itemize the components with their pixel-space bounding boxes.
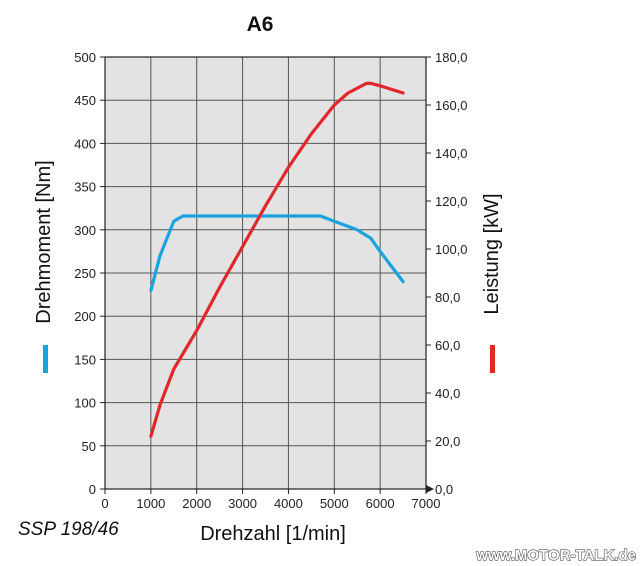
x-axis-title: Drehzahl [1/min] (200, 523, 346, 545)
y-right-tick-label: 60,0 (435, 338, 460, 353)
y-right-tick-label: 140,0 (435, 146, 468, 161)
y-right-tick-label: 120,0 (435, 194, 468, 209)
y-left-tick-label: 150 (74, 352, 96, 367)
x-tick-label: 2000 (182, 496, 211, 511)
y-left-tick-label: 350 (74, 180, 96, 195)
chart-title: A6 (247, 13, 274, 36)
y-right-tick-label: 0,0 (435, 482, 453, 497)
y-left-tick-label: 200 (74, 309, 96, 324)
x-tick-label: 3000 (228, 496, 257, 511)
x-tick-label: 6000 (366, 496, 395, 511)
y-left-tick-label: 250 (74, 266, 96, 281)
y-right-tick-label: 160,0 (435, 98, 468, 113)
watermark: www.MOTOR-TALK.de (475, 547, 636, 564)
y-left-tick-label: 450 (74, 93, 96, 108)
power-legend-marker (490, 345, 495, 373)
source-label: SSP 198/46 (18, 519, 119, 540)
x-tick-label: 7000 (412, 496, 441, 511)
torque-series-line (149, 214, 405, 292)
x-tick-label: 5000 (320, 496, 349, 511)
y-right-tick-label: 40,0 (435, 386, 460, 401)
y-right-tick-label: 100,0 (435, 242, 468, 257)
y-right-axis-title: Leistung [kW] (481, 193, 503, 314)
y-left-axis-title: Drehmoment [Nm] (33, 160, 55, 323)
x-tick-label: 4000 (274, 496, 303, 511)
torque-legend-marker (43, 345, 48, 373)
y-left-tick-label: 400 (74, 136, 96, 151)
y-left-tick-label: 0 (89, 482, 96, 497)
x-tick-label: 1000 (136, 496, 165, 511)
axes: 0 1000 2000 3000 4000 5000 6000 7000 0 50 100 150 20… (74, 50, 467, 511)
grid (105, 57, 426, 489)
y-left-tick-label: 500 (74, 50, 96, 65)
y-right-tick-label: 20,0 (435, 434, 460, 449)
series-layer (149, 81, 405, 438)
x-tick-label: 0 (101, 496, 108, 511)
y-left-tick-label: 50 (82, 439, 96, 454)
y-right-tick-label: 180,0 (435, 50, 468, 65)
y-left-tick-label: 300 (74, 223, 96, 238)
y-right-tick-label: 80,0 (435, 290, 460, 305)
power-series-line (149, 81, 405, 438)
y-left-tick-label: 100 (74, 396, 96, 411)
